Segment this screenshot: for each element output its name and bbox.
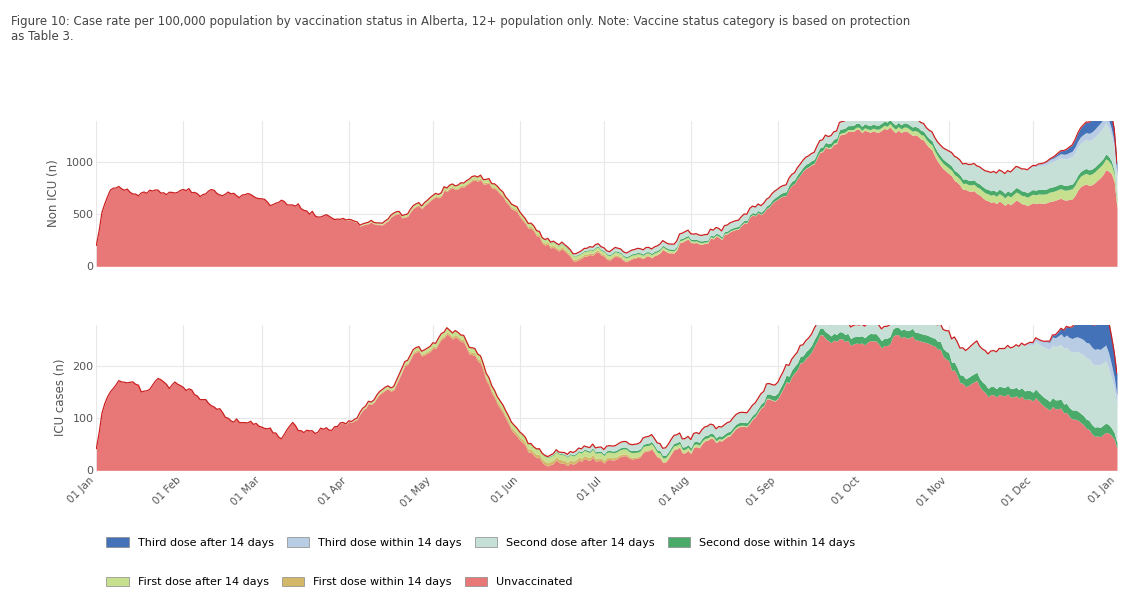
Text: as Table 3.: as Table 3. (11, 30, 74, 43)
Legend: Third dose after 14 days, Third dose within 14 days, Second dose after 14 days, : Third dose after 14 days, Third dose wit… (102, 533, 860, 552)
Y-axis label: Non ICU (n): Non ICU (n) (46, 160, 60, 227)
Y-axis label: ICU cases (n): ICU cases (n) (54, 359, 67, 436)
Legend: First dose after 14 days, First dose within 14 days, Unvaccinated: First dose after 14 days, First dose wit… (102, 572, 577, 592)
Text: Figure 10: Case rate per 100,000 population by vaccination status in Alberta, 12: Figure 10: Case rate per 100,000 populat… (11, 15, 911, 28)
